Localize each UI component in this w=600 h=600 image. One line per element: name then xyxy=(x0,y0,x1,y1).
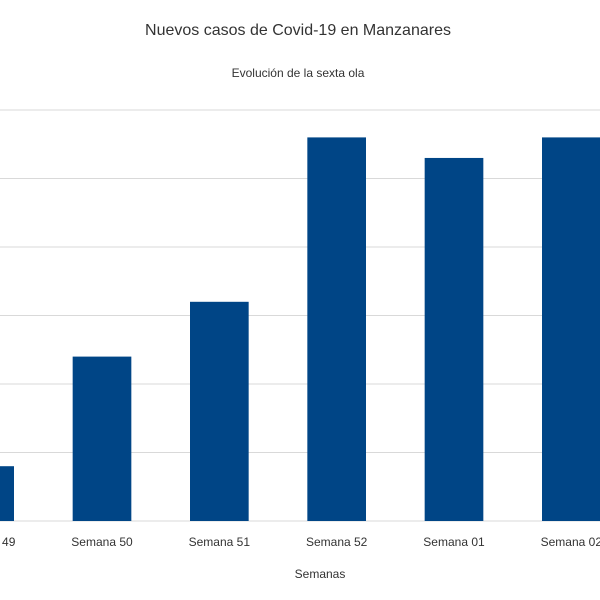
bar xyxy=(72,356,132,521)
x-tick-label: Semana 51 xyxy=(189,535,251,549)
x-tick-label: Semana 52 xyxy=(306,535,368,549)
bar xyxy=(424,157,484,521)
chart-subtitle: Evolución de la sexta ola xyxy=(232,66,365,80)
x-tick-label: Semana 01 xyxy=(423,535,485,549)
bar xyxy=(542,137,600,521)
x-axis-label: Semanas xyxy=(295,567,346,581)
bar xyxy=(307,137,366,521)
x-tick-label: Semana 49 xyxy=(0,535,16,549)
chart-title: Nuevos casos de Covid-19 en Manzanares xyxy=(145,22,451,39)
x-tick-label: Semana 50 xyxy=(71,535,133,549)
x-tick-label: Semana 02 xyxy=(541,535,600,549)
bar xyxy=(0,466,14,521)
bar xyxy=(190,301,249,521)
